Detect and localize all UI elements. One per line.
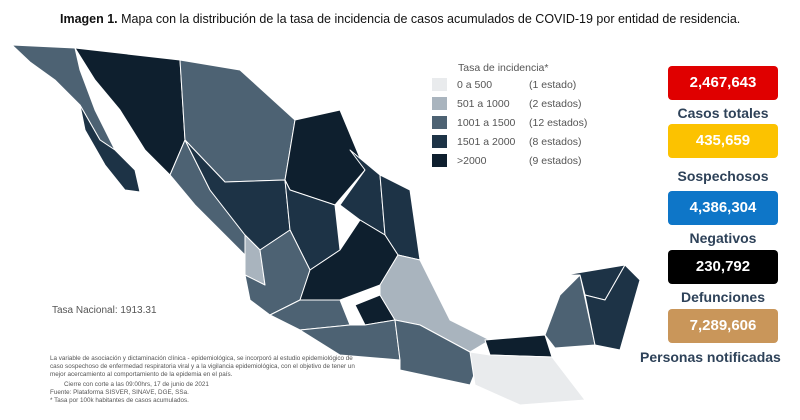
state-quintana-roo [584, 264, 641, 351]
legend-item: 0 a 500 (1 estado) [432, 75, 587, 94]
stat-defunciones: 230,792 Defunciones [668, 250, 778, 305]
legend-item: 1501 a 2000 (8 estados) [432, 132, 587, 151]
state-chiapas [469, 351, 586, 406]
legend-swatch [432, 135, 447, 148]
figure-title: Imagen 1. Mapa con la distribución de la… [60, 12, 741, 26]
state-michoacan [269, 299, 351, 331]
stat-negativos: 4,386,304 Negativos [668, 191, 778, 246]
legend-swatch [432, 154, 447, 167]
national-rate: Tasa Nacional: 1913.31 [52, 305, 157, 316]
stat-sospechosos: 435,659 Sospechosos [668, 124, 778, 184]
mexico-incidence-map [11, 44, 641, 406]
stat-casos-totales: 2,467,643 Casos totales [668, 66, 778, 121]
legend-item: >2000 (9 estados) [432, 151, 587, 170]
state-tabasco [484, 334, 553, 358]
legend-item: 1001 a 1500 (12 estados) [432, 113, 587, 132]
legend-swatch [432, 97, 447, 110]
map-legend: Tasa de incidencia* 0 a 500 (1 estado) 50… [432, 62, 587, 170]
legend-swatch [432, 116, 447, 129]
state-baja-california-sur [79, 104, 141, 193]
legend-swatch [432, 78, 447, 91]
legend-item: 501 a 1000 (2 estados) [432, 94, 587, 113]
stat-personas-notificadas: 7,289,606 Personas notificadas [640, 309, 781, 365]
footnotes: La variable de asociación y dictaminació… [50, 355, 355, 404]
